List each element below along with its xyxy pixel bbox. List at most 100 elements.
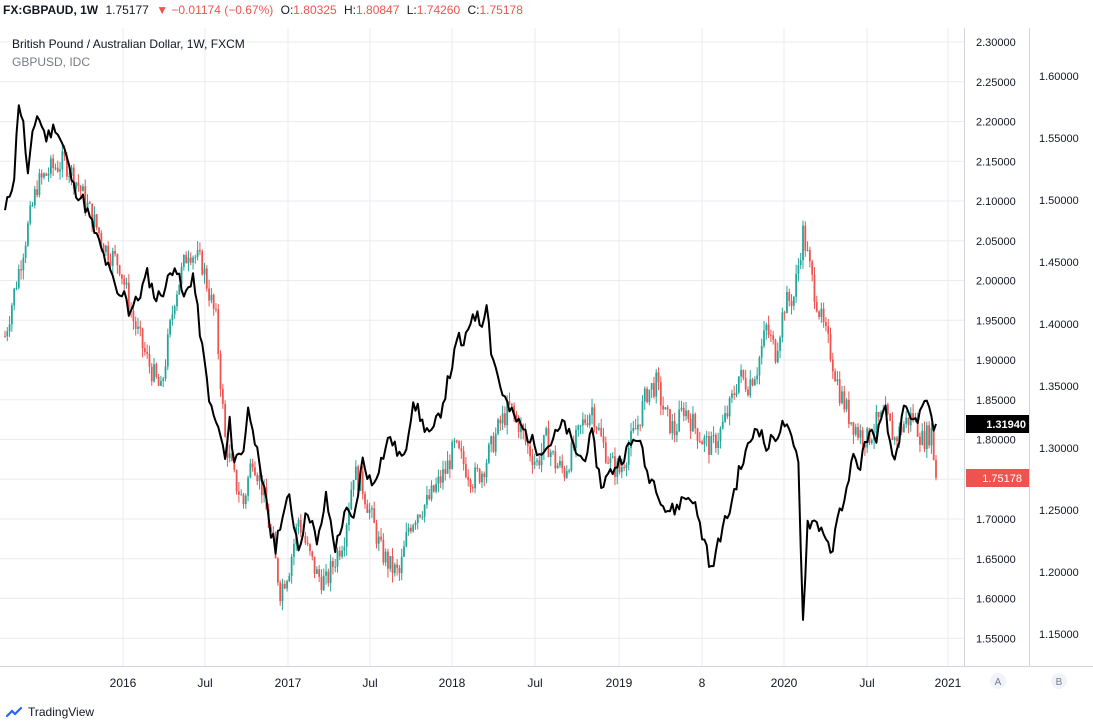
candle-body (219, 353, 222, 389)
candle-body (322, 575, 325, 591)
candle-body (657, 372, 660, 383)
gbpusd-tick-label: 1.45000 (1039, 257, 1079, 269)
candle-body (118, 265, 121, 275)
candle-body (91, 203, 94, 227)
candle-body (542, 435, 545, 453)
close-value: 1.75178 (479, 3, 523, 17)
candle-body (751, 379, 754, 386)
candle-body (545, 428, 548, 436)
gbpaud-tick-label: 2.00000 (976, 276, 1016, 288)
candle-body (38, 173, 41, 196)
candle-body (733, 393, 736, 395)
candle-body (123, 278, 126, 285)
candle-body (698, 440, 701, 442)
scale-button-b[interactable]: B (1051, 673, 1067, 689)
candle-body (827, 326, 830, 334)
candle-body (40, 173, 43, 178)
scale-button-b-label: B (1056, 677, 1063, 688)
candle-body (487, 444, 490, 463)
open-label: O: (280, 3, 294, 17)
time-tick-label: Jul (859, 676, 874, 690)
candle-body (556, 465, 559, 469)
candle-body (818, 311, 820, 317)
candle-body (788, 292, 791, 301)
candle-body (547, 428, 550, 458)
candle-body (387, 551, 389, 569)
candle-body (116, 254, 119, 266)
candle-body (501, 413, 504, 424)
candle-body (400, 556, 403, 574)
candle-body (22, 257, 25, 271)
candle-body (825, 322, 827, 327)
candle-body (653, 383, 655, 397)
candle-body (664, 407, 667, 410)
candle-body (448, 460, 451, 470)
candle-body (721, 421, 724, 429)
candle-body (77, 182, 80, 187)
candle-body (79, 186, 82, 192)
candle-body (588, 415, 591, 426)
candle-body (760, 345, 763, 358)
candle-body (724, 413, 726, 422)
symbol-label[interactable]: FX:GBPAUD, 1W (3, 3, 99, 17)
candle-body (217, 309, 220, 354)
candle-body (254, 467, 256, 476)
candle-body (875, 411, 878, 433)
candle-body (666, 407, 669, 410)
candle-body (870, 439, 873, 444)
candle-body (609, 457, 612, 464)
main-series-title[interactable]: British Pound / Australian Dollar, 1W, F… (12, 37, 245, 51)
gbpusd-line (4, 104, 937, 621)
high-value: 1.80847 (356, 3, 400, 17)
candle-body (281, 583, 284, 602)
candle-body (893, 437, 896, 441)
candle-body (127, 282, 130, 311)
candle-body (921, 430, 924, 445)
time-tick-label: 2018 (439, 676, 466, 690)
candle-body (662, 405, 665, 410)
candle-body (409, 527, 412, 532)
candle-body (531, 456, 534, 465)
candle-body (604, 442, 607, 463)
compare-series-title[interactable]: GBPUSD, IDC (12, 55, 91, 69)
candle-body (570, 442, 573, 471)
candle-body (132, 311, 135, 322)
candle-body (382, 539, 385, 563)
candle-body (221, 388, 224, 404)
candle-body (194, 256, 197, 258)
candle-body (368, 509, 371, 513)
gbpaud-tick-label: 1.80000 (976, 435, 1016, 447)
candle-body (643, 388, 646, 402)
tradingview-logo[interactable]: TradingView (6, 705, 94, 719)
candle-body (703, 437, 706, 445)
candle-body (838, 379, 841, 404)
candle-body (453, 440, 456, 442)
candle-body (561, 460, 564, 469)
candle-body (354, 466, 357, 481)
candle-body (559, 460, 561, 466)
candle-body (350, 489, 353, 510)
low-value: 1.74260 (416, 3, 461, 17)
gbpaud-tick-label: 1.85000 (976, 395, 1016, 407)
candle-body (540, 452, 543, 466)
candle-body (710, 435, 713, 455)
candle-body (412, 525, 415, 532)
candle-body (405, 532, 408, 547)
candle-body (930, 427, 933, 446)
candle-body (726, 413, 729, 417)
candle-body (329, 560, 332, 584)
candle-body (157, 376, 160, 386)
scale-button-a[interactable]: A (990, 673, 1006, 689)
candle-body (137, 326, 139, 329)
candle-body (338, 550, 341, 557)
time-tick-label: Jul (197, 676, 212, 690)
candle-body (510, 403, 513, 406)
candle-body (393, 564, 396, 574)
chart-header: FX:GBPAUD, 1W 1.75177 ▼ −0.01174 (−0.67%… (3, 3, 527, 17)
gbpusd-tick-label: 1.30000 (1039, 443, 1079, 455)
candle-body (774, 339, 777, 363)
candle-body (886, 404, 889, 414)
candle-body (630, 431, 632, 448)
candle-body (749, 379, 752, 396)
